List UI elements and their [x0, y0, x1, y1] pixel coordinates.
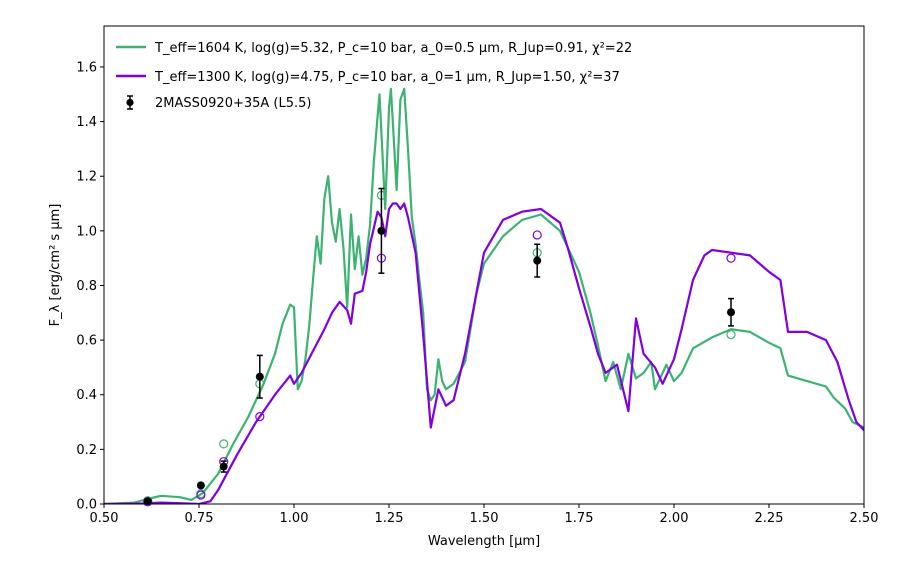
y-tick-label: 0.0 — [76, 498, 97, 513]
y-tick-label: 1.0 — [76, 224, 97, 239]
observed-marker — [196, 481, 205, 490]
plot-frame — [103, 25, 865, 505]
x-tick-label: 1.00 — [280, 511, 309, 526]
observed-marker — [727, 308, 735, 317]
model-1300k-photometry-point — [726, 253, 736, 263]
observed-data-point — [533, 243, 542, 278]
x-tick-label: 2.00 — [660, 511, 689, 526]
observed-data-point — [255, 354, 264, 399]
y-tick-label: 0.4 — [76, 388, 97, 403]
x-tick-label: 0.75 — [185, 511, 214, 526]
observed-data-point — [727, 297, 735, 327]
legend-label-model-1604k: T_eff=1604 K, log(g)=5.32, P_c=10 bar, a… — [154, 41, 632, 56]
model-1604k-line — [104, 87, 864, 504]
observed-data-point — [219, 460, 228, 473]
model-1300k-photometry-point — [255, 411, 265, 422]
marker-layer — [143, 187, 736, 507]
observed-marker — [377, 226, 386, 235]
model-1604k-photometry-point — [219, 439, 229, 449]
x-axis-label: Wavelength [μm] — [428, 534, 540, 549]
y-tick-label: 1.4 — [76, 115, 97, 130]
series-layer — [104, 87, 864, 504]
model-1300k-photometry-point — [532, 230, 542, 240]
model-1300k-photometry-point — [196, 490, 206, 500]
x-tick-label: 2.50 — [850, 511, 879, 526]
legend-swatch-observed — [126, 95, 134, 110]
model-1300k-line — [104, 202, 864, 504]
observed-marker — [255, 372, 264, 381]
y-tick-label: 1.6 — [76, 60, 97, 75]
legend: T_eff=1604 K, log(g)=5.32, P_c=10 bar, a… — [116, 41, 632, 111]
x-tick-label: 2.25 — [755, 511, 784, 526]
y-tick-label: 0.6 — [76, 334, 97, 349]
observed-data-point — [377, 187, 386, 274]
y-axis-ticks: 0.0 0.2 0.4 0.6 0.8 1.0 1.2 1.4 1.6 — [76, 60, 104, 513]
observed-data-point — [196, 481, 205, 490]
y-tick-label: 0.2 — [76, 443, 97, 458]
model-1604k-photometry-point — [726, 330, 736, 340]
x-tick-label: 1.25 — [375, 511, 404, 526]
observed-marker — [143, 497, 152, 506]
y-axis-label: F_λ [erg/cm² s μm] — [48, 204, 63, 327]
y-tick-label: 0.8 — [76, 279, 97, 294]
legend-label-observed: 2MASS0920+35A (L5.5) — [155, 96, 312, 111]
y-tick-label: 1.2 — [76, 170, 97, 185]
x-tick-label: 1.50 — [470, 511, 499, 526]
observed-marker — [219, 462, 228, 471]
observed-data-point — [143, 497, 152, 506]
x-tick-label: 1.75 — [565, 511, 594, 526]
x-axis-ticks: 0.50 0.75 1.00 1.25 1.50 1.75 2.00 2.25 2.50 — [90, 504, 879, 526]
x-tick-label: 0.50 — [90, 511, 119, 526]
observed-marker — [533, 256, 542, 265]
legend-label-model-1300k: T_eff=1300 K, log(g)=4.75, P_c=10 bar, a… — [154, 70, 620, 85]
